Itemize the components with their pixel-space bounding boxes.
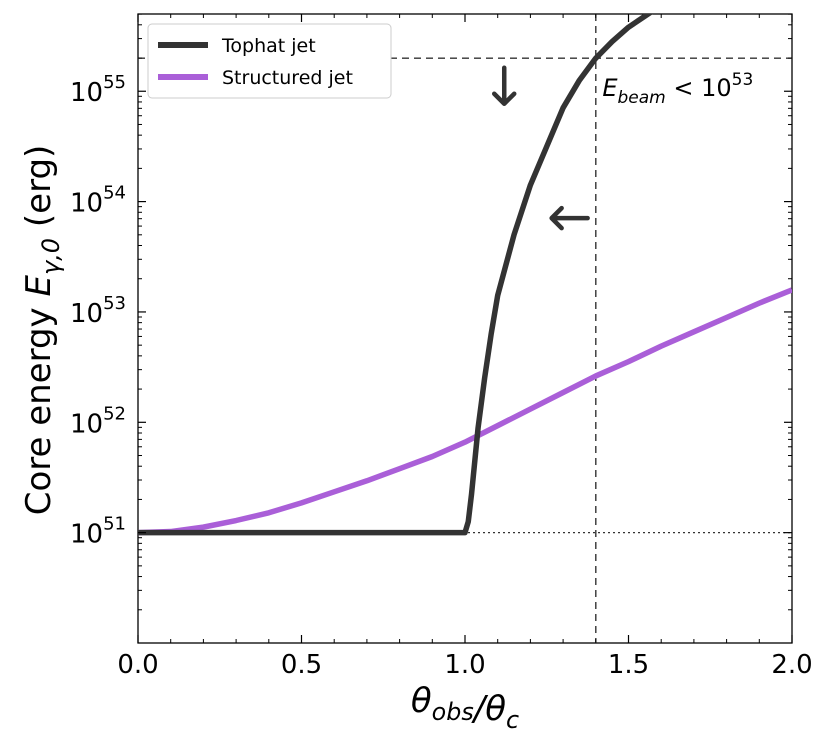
plot-area-frame xyxy=(137,13,793,644)
legend-box xyxy=(147,23,392,99)
y-tick-label: 1053 xyxy=(70,293,126,329)
legend-label-structured: Structured jet xyxy=(222,67,353,89)
series-layer xyxy=(138,14,792,536)
x-tick-label: 0.5 xyxy=(281,650,322,680)
arrow-left-icon xyxy=(549,205,590,231)
ticks-layer: 0.0 0.5 1.0 1.5 2.0 1051 1052 1053 1054 1055 xyxy=(70,13,813,680)
series-line-tophat-jet xyxy=(138,14,654,536)
y-tick-label: 1054 xyxy=(70,183,126,219)
legend: Tophat jet Structured jet xyxy=(147,23,392,99)
y-axis-label: Core energy Eγ,0 (erg) xyxy=(19,145,65,516)
x-tick-label: 2.0 xyxy=(771,650,812,680)
series-line-structured-jet xyxy=(138,287,792,536)
reference-lines xyxy=(138,14,792,643)
x-tick-label: 0.0 xyxy=(117,650,158,680)
y-tick-label: 1052 xyxy=(70,403,126,439)
annotations-layer: Ebeam < 1053 xyxy=(491,65,753,231)
beam-energy-limit-label: Ebeam < 1053 xyxy=(602,70,753,108)
x-axis-label: θobs/θc xyxy=(411,681,519,734)
x-tick-label: 1.0 xyxy=(444,650,485,680)
legend-label-tophat: Tophat jet xyxy=(221,35,316,57)
arrow-down-icon xyxy=(491,65,517,106)
x-tick-label: 1.5 xyxy=(608,650,649,680)
y-tick-label: 1055 xyxy=(70,72,126,108)
y-tick-label: 1051 xyxy=(70,514,126,550)
